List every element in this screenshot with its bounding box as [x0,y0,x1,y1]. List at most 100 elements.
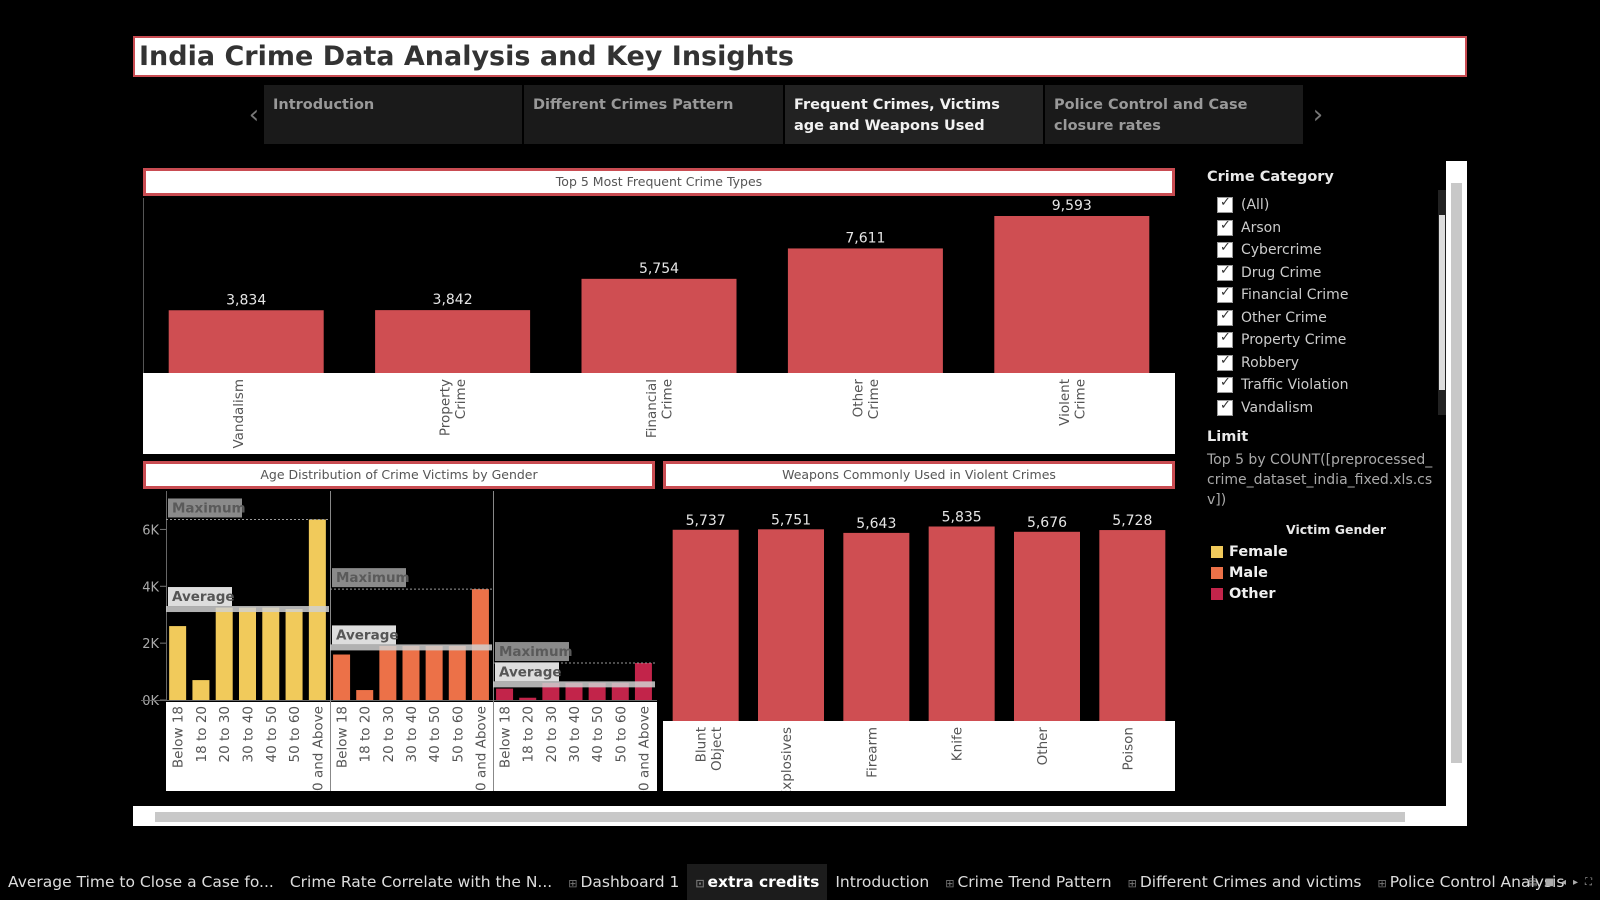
next-sheet-icon[interactable]: ▸ [1572,877,1578,888]
age-tick-male-40-to-50: 40 to 50 [427,706,443,763]
male-swatch [1211,567,1223,579]
checkbox-icon[interactable] [1217,195,1233,214]
legend-item-other[interactable]: Other [1211,586,1276,602]
chevron-left-icon[interactable]: ‹ [248,100,260,130]
checkbox-icon[interactable] [1217,308,1233,326]
maximum-badge-female [168,498,242,518]
average-badge-female [168,587,232,607]
age-tick-male-30-to-40: 30 to 40 [404,706,420,763]
age-tick-male-50-to-60: 50 to 60 [450,706,466,763]
bar-value-financial-crime: 5,754 [639,261,679,277]
story-point-different-crimes-pattern[interactable]: Different Crimes Pattern [524,85,783,144]
weapon-tick-firearm: Firearm [864,727,880,778]
bar-value-vandalism: 3,834 [226,292,266,308]
bar-vandalism [168,310,324,373]
weapon-bar-knife [928,526,995,721]
age-tick-other-40-to-50: 40 to 50 [590,706,606,763]
show-tabs-icon[interactable]: ■ [1544,877,1554,888]
average-line-male [330,644,492,651]
weapon-bar-other [1014,531,1080,721]
age-tick-other-30-to-40: 30 to 40 [567,706,583,763]
age-bar-female-18-to-20 [192,680,210,700]
age-tick-female-30-to-40: 30 to 40 [241,706,257,763]
legend-item-female[interactable]: Female [1211,544,1288,560]
filter-item-traffic-violation[interactable]: Traffic Violation [1210,374,1438,397]
checkbox-icon[interactable] [1217,375,1233,394]
age-tick-male-60-and-above: 0 and Above [473,706,489,791]
age-axis-band [166,702,657,791]
weapon-value-blunt-object: 5,737 [686,513,726,529]
sheet-tab-dashboard-1[interactable]: ⊞ Dashboard 1 [568,873,680,891]
age-tick-female-60-and-above: 0 and Above [310,706,326,791]
bar-financial-crime [581,278,737,373]
filter-item-vandalism[interactable]: Vandalism [1210,397,1438,417]
weapon-tick-other: Other [1035,727,1051,766]
average-line-other [493,681,655,688]
age-bar-female-20-to-30 [215,607,233,700]
fullscreen-icon[interactable]: ⛶ [1585,877,1592,888]
sheet-tab-extra-credits[interactable]: ⊡ extra credits [687,864,828,900]
vertical-scrollbar-thumb[interactable] [1451,183,1462,763]
tick-label-financial-crime: FinancialCrime [644,379,676,438]
weapon-tick-knife: Knife [950,727,966,761]
checkbox-icon[interactable] [1217,285,1233,304]
filter-scrollbar-thumb[interactable] [1439,215,1445,390]
filter-item-other-crime[interactable]: Other Crime [1210,307,1438,330]
show-filmstrip-icon[interactable]: ▤ [1528,877,1538,888]
prev-sheet-icon[interactable]: ◂ [1560,877,1566,888]
dashboard-icon: ⊞ [1127,877,1137,890]
average-label-male: Average [336,627,399,643]
female-swatch [1211,546,1223,558]
checkbox-icon[interactable] [1217,330,1233,349]
legend-item-male[interactable]: Male [1211,565,1268,581]
filter-item-drug-crime[interactable]: Drug Crime [1210,262,1438,285]
weapon-value-explosives: 5,751 [771,512,811,528]
age-tick-other-60-and-above: 0 and Above [636,706,652,791]
checkbox-icon[interactable] [1217,218,1233,236]
sheet-tab-crime-rate[interactable]: Crime Rate Correlate with the N... [289,873,553,891]
age-tick-female-below-18: Below 18 [171,706,187,768]
age-tick-other-18-to-20: 18 to 20 [521,706,537,763]
tick-label-property-crime: PropertyCrime [438,379,470,436]
filter-item-property-crime[interactable]: Property Crime [1210,329,1438,352]
sheet-controls: ▤ ■ ◂ ▸ ⛶ [1528,877,1592,888]
limit-description: Top 5 by COUNT([preprocessed_crime_datas… [1207,452,1433,508]
sheet-tab-introduction[interactable]: Introduction [835,873,930,891]
filter-item-cybercrime[interactable]: Cybercrime [1210,239,1438,262]
other-swatch [1211,588,1223,600]
weapon-bar-blunt-object [672,529,739,721]
bar-violent-crime [994,216,1150,373]
checkbox-icon[interactable] [1217,240,1233,259]
story-point-frequent-crimes[interactable]: Frequent Crimes, Victims age and Weapons… [785,85,1043,144]
chevron-right-icon[interactable]: › [1312,100,1324,130]
age-bar-other-18-to-20 [519,697,537,700]
maximum-badge-male [332,568,406,588]
filter-item-financial-crime[interactable]: Financial Crime [1210,284,1438,307]
filter-item-robbery[interactable]: Robbery [1210,352,1438,375]
age-bar-male-18-to-20 [356,690,374,700]
filter-item-arson[interactable]: Arson [1210,217,1438,240]
sheet-tab-different-crimes[interactable]: ⊞ Different Crimes and victims [1127,873,1362,891]
checkbox-icon[interactable] [1217,353,1233,371]
story-icon: ⊡ [695,877,705,890]
weapon-value-knife: 5,835 [942,510,982,526]
checkbox-icon[interactable] [1217,398,1233,416]
age-tick-female-50-to-60: 50 to 60 [287,706,303,763]
filter-item-all[interactable]: (All) [1210,194,1438,217]
dashboard-icon: ⊞ [568,877,578,890]
horizontal-scrollbar-thumb[interactable] [155,812,1405,822]
age-tick-male-20-to-30: 20 to 30 [381,706,397,763]
tick-label-other-crime: OtherCrime [850,379,882,420]
average-label-other: Average [499,664,562,680]
weapons-chart-title: Weapons Commonly Used in Violent Crimes [663,461,1175,489]
sheet-tab-average-time[interactable]: Average Time to Close a Case fo... [8,873,274,891]
checkbox-icon[interactable] [1217,263,1233,281]
sheet-tab-police-control[interactable]: ⊞ Police Control Analysis [1377,873,1565,891]
weapon-value-firearm: 5,643 [856,516,896,532]
story-point-introduction[interactable]: Introduction [264,85,522,144]
sheet-tab-crime-trend[interactable]: ⊞ Crime Trend Pattern [945,873,1112,891]
story-point-police-control[interactable]: Police Control and Case closure rates [1045,85,1303,144]
age-bar-female-50-to-60 [285,609,303,700]
limit-title: Limit [1207,429,1249,445]
age-bar-female-40-to-50 [262,607,280,700]
